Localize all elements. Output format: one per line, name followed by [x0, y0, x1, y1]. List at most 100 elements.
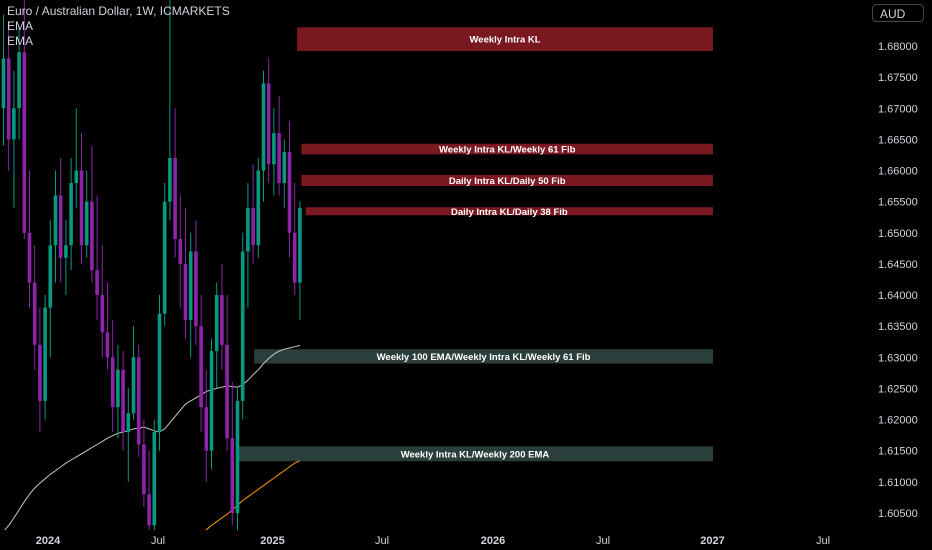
candle-body	[287, 151, 292, 233]
ema-indicator-label[interactable]: EMA	[7, 19, 34, 33]
zone-rect	[301, 143, 713, 155]
zone-label: Weekly 100 EMA/Weekly Intra KL/Weekly 61…	[377, 352, 591, 363]
price-tick-label: 1.63000	[878, 352, 918, 364]
price-tick-label: 1.60500	[878, 508, 918, 520]
candle-body	[220, 295, 224, 345]
currency-button[interactable]: AUD	[872, 4, 924, 22]
candlestick-series	[1, 0, 302, 545]
candle-body	[266, 83, 271, 165]
price-tick-label: 1.64500	[878, 259, 918, 271]
price-tick-label: 1.61500	[878, 446, 918, 458]
candle-body	[246, 207, 250, 252]
candle-body	[168, 158, 172, 202]
zone-rect	[301, 174, 713, 187]
price-tick-label: 1.68000	[878, 41, 918, 53]
zone-rect	[305, 207, 713, 216]
zone-label: Daily Intra KL/Daily 50 Fib	[449, 176, 566, 187]
candle-body	[199, 326, 203, 408]
price-tick-label: 1.67500	[878, 72, 918, 84]
price-tick-label: 1.64000	[878, 290, 918, 302]
chart-legend: Euro / Australian Dollar, 1W, ICMARKETS …	[7, 4, 230, 49]
candle-body	[251, 207, 255, 246]
key-level-zones	[236, 27, 713, 462]
candle-body	[194, 251, 198, 327]
candle-body	[53, 195, 58, 246]
candle-body	[105, 332, 110, 358]
candle-body	[64, 245, 68, 258]
candle-body	[43, 307, 47, 401]
candle-body	[183, 263, 188, 320]
candle-body	[256, 170, 261, 246]
candle-body	[74, 170, 79, 183]
candle-body	[22, 52, 27, 233]
zone-label: Weekly Intra KL/Weekly 61 Fib	[439, 145, 576, 156]
candle-body	[282, 151, 287, 183]
candle-body	[173, 158, 177, 240]
price-tick-label: 1.63500	[878, 321, 918, 333]
time-tick-label: Jul	[816, 535, 830, 547]
candle-body	[272, 133, 276, 165]
candle-body	[214, 295, 219, 352]
candle-body	[147, 494, 151, 526]
candle-body	[225, 344, 229, 439]
candle-body	[48, 245, 53, 308]
candle-body	[142, 444, 146, 495]
candle-body	[261, 83, 266, 171]
ema-indicator-label[interactable]: EMA	[7, 34, 34, 48]
time-axis-bg	[0, 530, 870, 550]
candle-body	[121, 369, 125, 433]
time-tick-label: 2027	[700, 535, 724, 547]
candle-body	[95, 270, 99, 296]
price-tick-label: 1.65500	[878, 197, 918, 209]
ema-100-line	[3, 345, 301, 532]
candle-body	[188, 251, 193, 320]
time-tick-label: Jul	[596, 535, 610, 547]
ema-100-path	[3, 345, 301, 532]
price-tick-label: 1.66000	[878, 166, 918, 178]
price-tick-label: 1.65000	[878, 228, 918, 240]
time-tick-label: 2024	[36, 535, 61, 547]
candle-body	[292, 232, 297, 283]
candle-body	[32, 282, 37, 345]
price-tick-label: 1.67000	[878, 103, 918, 115]
zone-label: Daily Intra KL/Daily 38 Fib	[451, 207, 568, 218]
zone-label: Weekly Intra KL	[469, 35, 540, 46]
zone-rect	[297, 27, 713, 51]
candle-body	[90, 201, 94, 271]
time-tick-label: 2026	[481, 535, 505, 547]
candle-body	[27, 232, 32, 283]
price-tick-label: 1.62000	[878, 415, 918, 427]
axis-corner	[872, 530, 932, 550]
symbol-title: Euro / Australian Dollar, 1W, ICMARKETS	[7, 4, 230, 18]
candle-body	[235, 400, 240, 513]
price-tick-label: 1.66500	[878, 134, 918, 146]
candle-body	[230, 438, 235, 513]
candle-body	[162, 201, 167, 314]
candle-body	[277, 133, 281, 183]
candle-body	[79, 170, 84, 246]
candle-body	[100, 295, 105, 333]
zone-rect	[254, 349, 713, 364]
candle-body	[209, 351, 214, 451]
candle-body	[157, 313, 162, 433]
candle-body	[12, 108, 16, 140]
candle-body	[136, 357, 141, 445]
candle-body	[204, 407, 209, 451]
time-tick-label: Jul	[375, 535, 389, 547]
zone-rect	[236, 446, 713, 462]
candle-body	[298, 207, 302, 283]
candle-body	[6, 58, 11, 140]
time-tick-label: 2025	[260, 535, 284, 547]
zone-label: Weekly Intra KL/Weekly 200 EMA	[401, 449, 550, 460]
price-axis[interactable]: 1.68000 1.67500 1.67000 1.66500 1.66000 1.655…	[870, 0, 932, 550]
candle-body	[84, 201, 89, 246]
candle-body	[240, 251, 245, 401]
time-axis[interactable]: 2024 Jul 2025 Jul 2026 Jul 2027 Jul	[0, 530, 870, 550]
price-tick-label: 1.62500	[878, 383, 918, 395]
time-tick-label: Jul	[151, 535, 165, 547]
candle-body	[131, 357, 136, 414]
candle-body	[126, 413, 131, 433]
candle-body	[178, 239, 183, 264]
candle-body	[110, 357, 115, 408]
